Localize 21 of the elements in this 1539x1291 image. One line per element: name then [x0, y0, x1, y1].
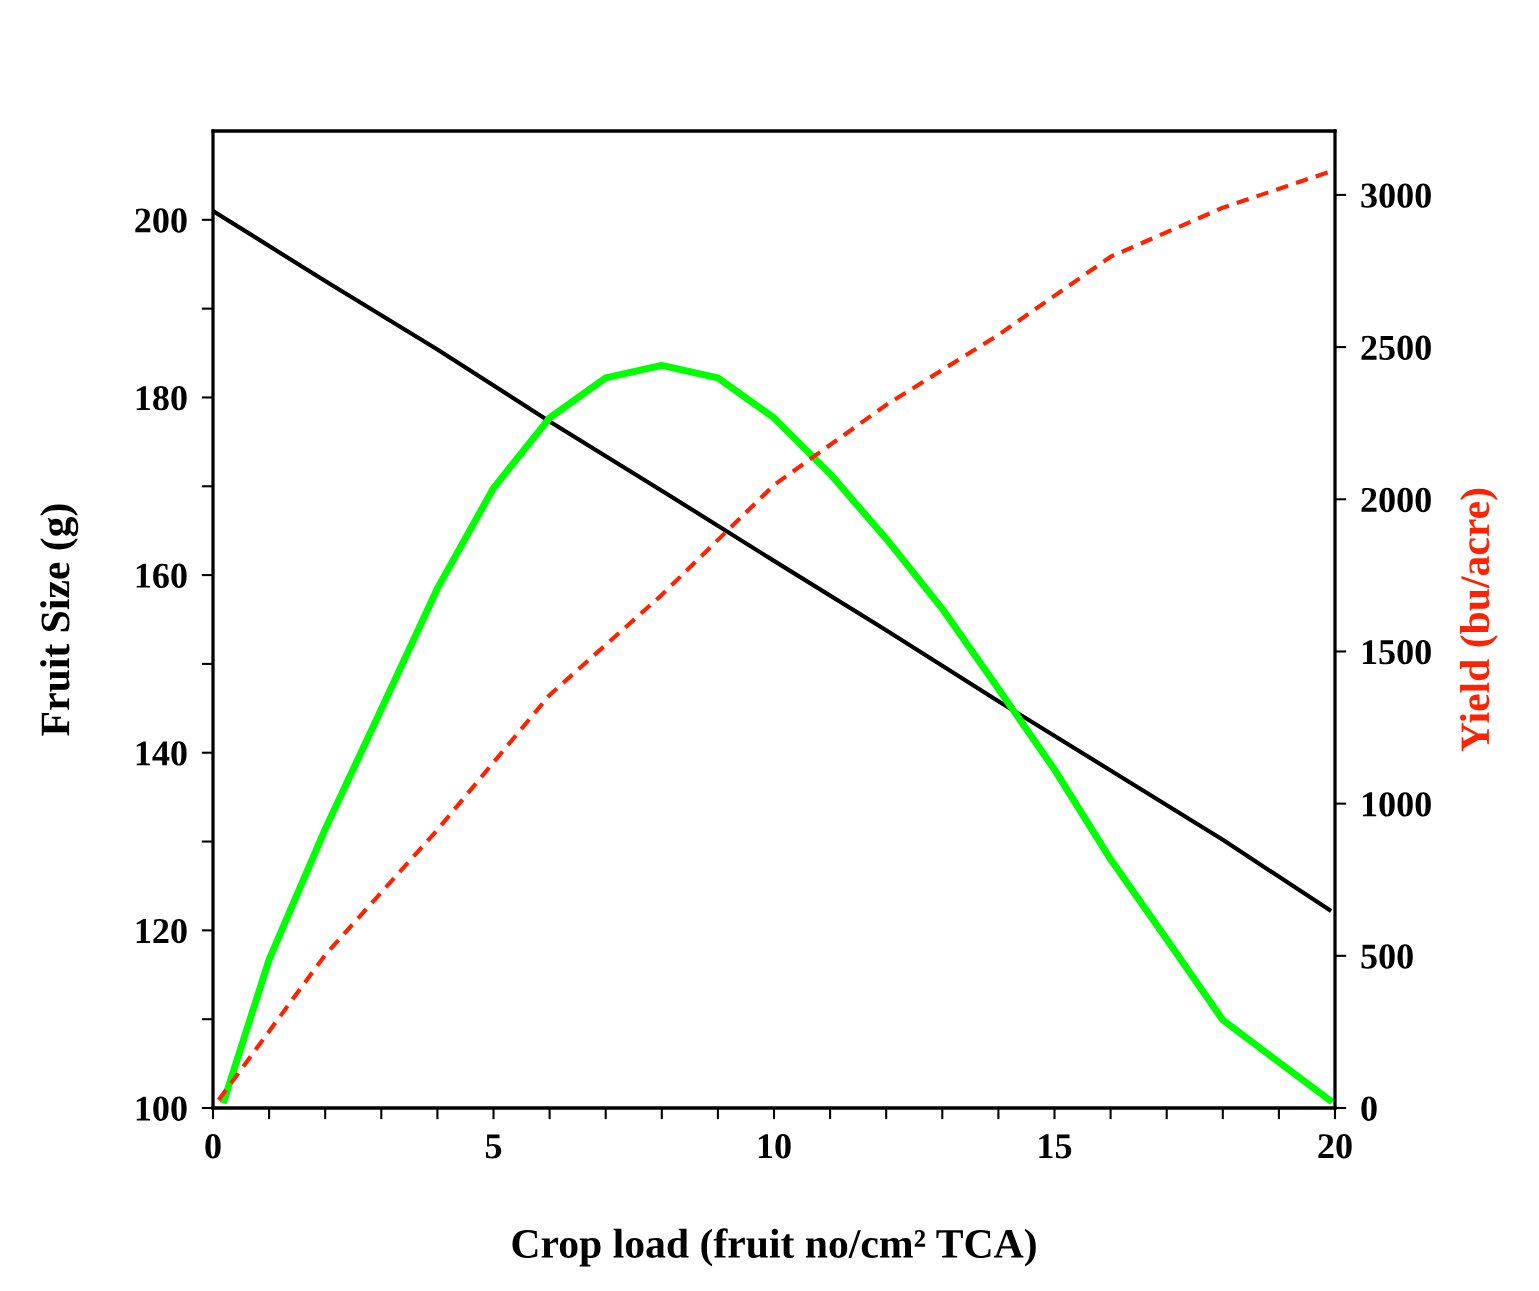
y-tick-label: 160 — [136, 563, 187, 588]
x-tick-label: 0 — [205, 1134, 221, 1159]
y-tick-label: 140 — [136, 741, 187, 766]
y-tick-label: 100 — [136, 1096, 187, 1121]
y2-tick-label: 3000 — [1361, 183, 1431, 208]
y2-tick-label: 0 — [1361, 1096, 1377, 1121]
y-tick-label: 120 — [136, 918, 187, 944]
y2-tick-label: 2000 — [1361, 487, 1431, 513]
y2-tick-label: 1500 — [1362, 639, 1431, 665]
y2-axis-title: Yield (bu/acre) — [1460, 488, 1498, 752]
y2-tick-label: 2500 — [1361, 335, 1431, 360]
x-axis-title: Crop load (fruit no/cm² TCA) — [512, 1228, 1036, 1267]
x-tick-label: 20 — [1318, 1134, 1352, 1159]
y-axis-title: Fruit Size (g) — [40, 504, 79, 736]
y2-tick-label: 1000 — [1362, 792, 1431, 817]
x-tick-label: 15 — [1039, 1134, 1072, 1159]
y-tick-label: 180 — [136, 385, 187, 411]
x-tick-label: 10 — [758, 1134, 791, 1159]
y2-tick-label: 500 — [1361, 944, 1413, 969]
x-tick-label: 5 — [485, 1134, 502, 1159]
y-tick-label: 200 — [135, 208, 187, 233]
